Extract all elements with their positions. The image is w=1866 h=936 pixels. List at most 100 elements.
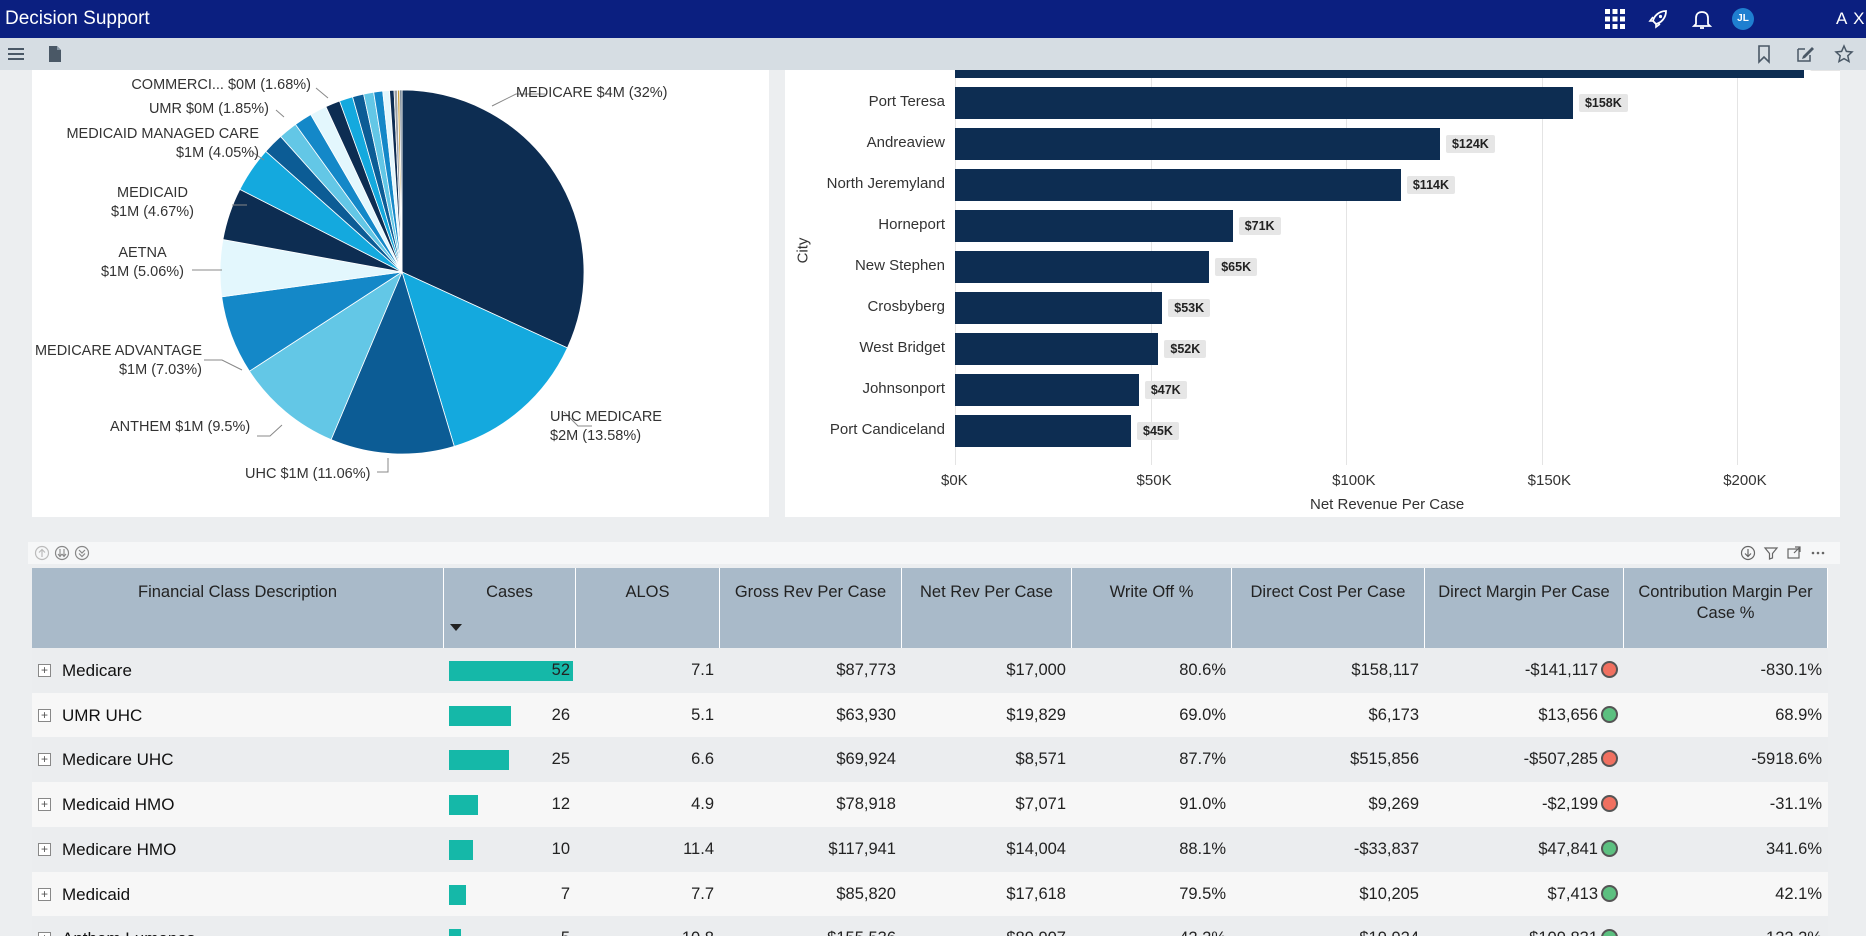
net-cell: $89,907	[902, 916, 1072, 936]
cases-cell: 25	[551, 750, 570, 769]
col-header-net-rev[interactable]: Net Rev Per Case	[902, 568, 1072, 648]
direct-margin-value: -$2,199	[1542, 795, 1598, 814]
expand-row-icon[interactable]: +	[38, 708, 51, 722]
bar[interactable]	[955, 128, 1440, 160]
edit-icon[interactable]	[1795, 44, 1815, 64]
filter-icon[interactable]	[1763, 545, 1779, 561]
bar[interactable]	[955, 292, 1163, 324]
bar-value-label: $124K	[1445, 135, 1495, 153]
expand-all-icon[interactable]	[74, 545, 90, 561]
gross-cell: $117,941	[828, 839, 896, 858]
table-row[interactable]: + Medicaid 7 7.7 $85,820 $17,618 79.5% $10,205 $…	[32, 871, 1828, 917]
col-header-write-off[interactable]: Write Off %	[1072, 568, 1232, 648]
pie-chart-panel: MEDICARE $4M (32%) UHC MEDICARE $2M (13.…	[32, 70, 769, 517]
pie-slice-21[interactable]	[399, 89, 403, 273]
net-cell: $8,571	[1015, 750, 1066, 769]
col-header-cases[interactable]: Cases	[444, 568, 576, 648]
alos-cell: 7.7	[691, 884, 714, 903]
x-axis-tick: $100K	[1332, 472, 1376, 489]
dcost-cell: -$19,924	[1232, 916, 1425, 936]
financial-class-cell: Anthem Lumenos	[62, 916, 195, 936]
col-header-direct-margin[interactable]: Direct Margin Per Case	[1425, 568, 1624, 648]
bar-category-label: New Stephen	[854, 257, 945, 274]
dcost-cell: $158,117	[1351, 661, 1419, 679]
rocket-icon[interactable]	[1646, 7, 1670, 31]
bar[interactable]	[955, 70, 1804, 78]
avatar[interactable]: JL	[1732, 8, 1754, 30]
dmargin-cell: $47,841	[1425, 827, 1624, 872]
dcost-cell: $9,269	[1368, 795, 1419, 814]
top-header-bar: Decision Support JL A X	[0, 0, 1866, 38]
expand-row-icon[interactable]: +	[38, 842, 51, 856]
bar[interactable]	[955, 415, 1131, 447]
pie-label-medicaid: MEDICAID $1M (4.67%)	[110, 185, 194, 220]
bookmark-icon[interactable]	[1754, 44, 1774, 64]
bar-category-label: Crosbyberg	[867, 298, 945, 315]
expand-row-icon[interactable]: +	[38, 798, 51, 812]
expand-row-icon[interactable]: +	[38, 664, 51, 677]
table-row[interactable]: + Medicare UHC 25 6.6 $69,924 $8,571 87.7% $515…	[32, 737, 1828, 783]
col-header-direct-cost[interactable]: Direct Cost Per Case	[1232, 568, 1425, 648]
table-row[interactable]: + UMR UHC 26 5.1 $63,930 $19,829 69.0% $6,173 $1…	[32, 692, 1828, 738]
bar-value-label: $71K	[1238, 217, 1281, 235]
gross-cell: $87,773	[836, 661, 896, 679]
net-cell: $19,829	[1006, 705, 1066, 724]
bell-icon[interactable]	[1690, 7, 1714, 31]
col-header-contribution-margin[interactable]: Contribution Margin Per Case %	[1624, 568, 1828, 648]
status-indicator-icon	[1601, 929, 1618, 936]
download-icon[interactable]	[1740, 545, 1756, 561]
gross-cell: $85,820	[836, 884, 896, 903]
financial-class-cell: Medicare	[62, 661, 132, 680]
document-icon[interactable]	[45, 44, 65, 64]
table-row[interactable]: + Anthem Lumenos 510.8$155,536$89,90742.2%…	[32, 916, 1828, 936]
bar[interactable]	[955, 210, 1233, 242]
cases-bar	[449, 839, 473, 860]
focus-mode-icon[interactable]	[1786, 545, 1802, 561]
writeoff-cell: 69.0%	[1179, 705, 1226, 724]
expand-row-icon[interactable]: +	[38, 932, 51, 936]
bar[interactable]	[955, 169, 1401, 201]
gridline	[1737, 70, 1739, 465]
cases-bar	[449, 929, 461, 936]
cases-cell: 52	[551, 661, 570, 679]
bar[interactable]	[955, 333, 1159, 365]
drill-up-icon[interactable]	[34, 545, 50, 561]
net-cell: $14,004	[1006, 839, 1066, 858]
gross-cell: $78,918	[836, 795, 896, 814]
expand-row-icon[interactable]: +	[38, 887, 51, 901]
contrib-cell: -31.1%	[1769, 795, 1822, 814]
grid-icon[interactable]	[1603, 7, 1627, 31]
col-header-financial-class[interactable]: Financial Class Description	[32, 568, 444, 648]
dmargin-cell: -$507,285	[1425, 737, 1624, 782]
user-label[interactable]: A X	[1836, 9, 1866, 28]
net-cell: $7,071	[1015, 795, 1066, 814]
bar-category-label: Horneport	[878, 216, 945, 233]
hamburger-menu-icon[interactable]	[6, 44, 26, 64]
pie-slice-3[interactable]	[248, 270, 403, 441]
pie-slice-0[interactable]	[401, 89, 585, 349]
gridline	[1346, 70, 1348, 465]
bar[interactable]	[955, 374, 1139, 406]
table-row[interactable]: + Medicare 52 7.1 $87,773 $17,000 80.6% $158,11…	[32, 648, 1828, 693]
more-options-icon[interactable]	[1810, 545, 1826, 561]
bar[interactable]	[955, 251, 1210, 283]
direct-margin-value: -$507,285	[1523, 750, 1598, 769]
pie-slice-1[interactable]	[401, 271, 568, 447]
contrib-cell: -5918.6%	[1751, 750, 1822, 769]
pie-slice-2[interactable]	[330, 270, 455, 455]
alos-cell: 7.1	[691, 661, 714, 679]
drill-down-all-icon[interactable]	[54, 545, 70, 561]
col-header-alos[interactable]: ALOS	[576, 568, 720, 648]
bar[interactable]	[955, 87, 1573, 119]
col-header-gross-rev[interactable]: Gross Rev Per Case	[720, 568, 902, 648]
net-cell: $17,618	[1006, 884, 1066, 903]
expand-row-icon[interactable]: +	[38, 753, 51, 767]
table-row[interactable]: + Medicare HMO 10 11.4 $117,941 $14,004 88.1% -…	[32, 826, 1828, 872]
cases-cell: 7	[560, 884, 570, 903]
financial-class-cell: Medicaid HMO	[62, 795, 175, 815]
bar-value-label: $45K	[1137, 422, 1179, 440]
pie-label-aetna: AETNA $1M (5.06%)	[100, 245, 184, 280]
star-icon[interactable]	[1834, 44, 1854, 64]
bar-category-label: West Bridget	[859, 339, 945, 356]
table-row[interactable]: + Medicaid HMO 12 4.9 $78,918 $7,071 91.0% $9,2…	[32, 782, 1828, 828]
